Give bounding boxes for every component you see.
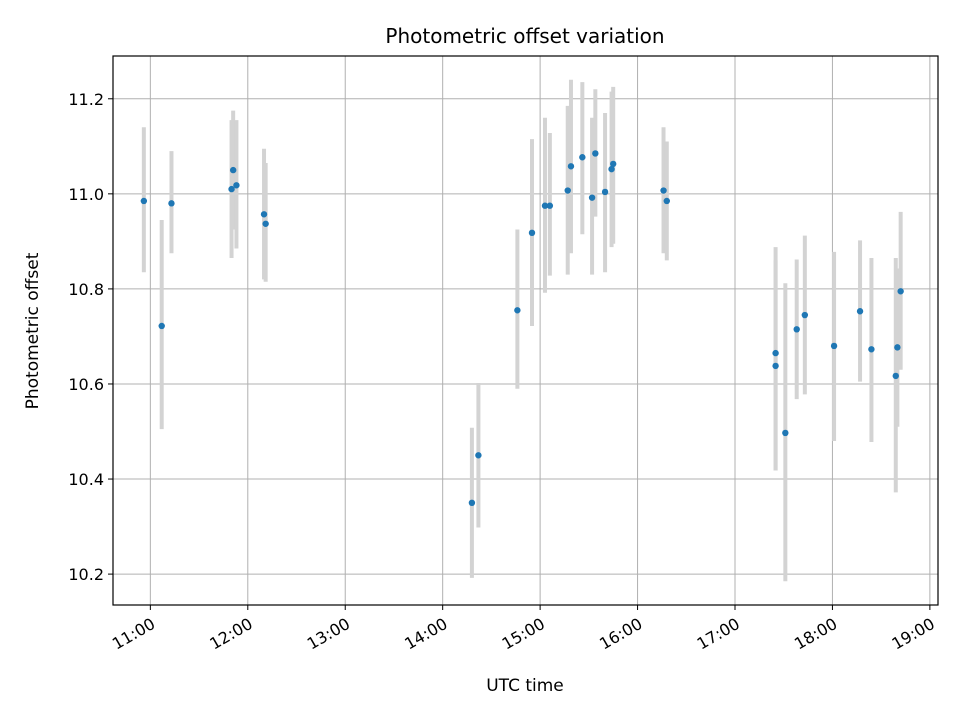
- data-point: [228, 185, 235, 193]
- data-point: [801, 311, 809, 319]
- data-point: [663, 197, 670, 205]
- grid-lines: [113, 56, 938, 605]
- data-point: [609, 160, 617, 168]
- y-tick-label: 10.2: [68, 565, 104, 584]
- y-tick-label: 10.8: [68, 280, 104, 299]
- data-point: [892, 372, 899, 380]
- y-tick-label: 10.4: [68, 470, 104, 489]
- x-axis-label: UTC time: [486, 676, 564, 696]
- data-point: [546, 202, 554, 209]
- data-point: [894, 344, 901, 351]
- data-point: [868, 346, 875, 353]
- y-tick-label: 11.2: [68, 90, 104, 109]
- data-point: [567, 163, 575, 170]
- data-point: [260, 211, 268, 218]
- data-point: [564, 187, 571, 194]
- data-point: [660, 187, 667, 194]
- data-point: [772, 349, 779, 357]
- data-point: [601, 188, 609, 196]
- data-point: [475, 452, 482, 459]
- data-points: [140, 150, 904, 507]
- data-point: [588, 194, 596, 201]
- data-point: [158, 322, 165, 330]
- data-point: [514, 307, 521, 314]
- data-point: [856, 308, 864, 315]
- data-point: [229, 166, 237, 174]
- y-tick-label: 10.6: [68, 375, 104, 394]
- data-point: [793, 326, 800, 333]
- data-point: [592, 150, 599, 157]
- data-point: [140, 197, 148, 205]
- data-point: [897, 288, 904, 295]
- data-point: [233, 182, 240, 189]
- data-point: [262, 220, 269, 227]
- data-point: [772, 362, 779, 370]
- chart-title: Photometric offset variation: [385, 24, 664, 48]
- plot-frame: [112, 55, 939, 606]
- data-point: [168, 200, 175, 207]
- data-point: [830, 342, 838, 350]
- data-point: [782, 429, 789, 437]
- data-point: [608, 165, 615, 173]
- data-point: [579, 154, 586, 161]
- data-point: [468, 499, 476, 507]
- y-axis-ticks: 10.2 10.4 10.6 10.8 11.0 11.2: [68, 90, 113, 584]
- data-point: [528, 229, 536, 237]
- y-tick-label: 11.0: [68, 185, 104, 204]
- y-axis-label: Photometric offset: [23, 252, 43, 409]
- data-point: [541, 202, 549, 209]
